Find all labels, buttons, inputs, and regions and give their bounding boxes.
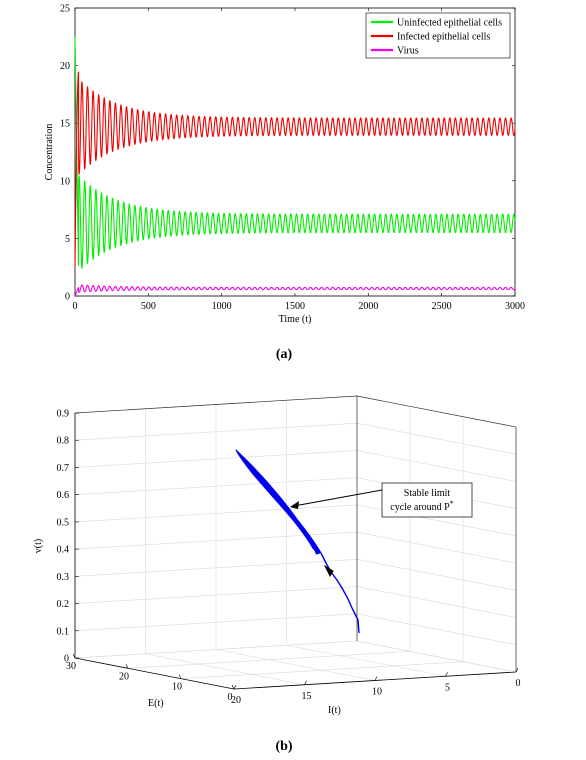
chart-b-etick xyxy=(231,684,235,690)
chart-b-ztick-label: 0.3 xyxy=(57,572,70,583)
chart-b-ztick-label: 0.7 xyxy=(57,463,70,474)
chart-b-itick-label: 5 xyxy=(445,682,450,693)
chart-a-ytick-label: 15 xyxy=(60,119,70,130)
chart-b-etick-label: 20 xyxy=(119,671,129,682)
chart-b-ztick-label: 0.6 xyxy=(57,490,70,501)
chart-b-annotation: Stable limit cycle around P* xyxy=(290,482,473,518)
chart-b-e-axis xyxy=(74,657,235,690)
annotation-box xyxy=(381,482,473,518)
chart-b-ztick-label: 0.2 xyxy=(57,599,70,610)
chart-b-trajectory xyxy=(320,552,360,634)
annotation-arrow-line xyxy=(293,489,383,507)
chart-b-gridline-z xyxy=(74,613,517,646)
annotation-line1: Stable limit xyxy=(404,488,451,499)
chart-b-elabel: E(t) xyxy=(148,698,164,709)
chart-b-gridline-z xyxy=(74,586,517,618)
chart-a-xtick-label: 3000 xyxy=(505,301,525,312)
annotation-superscript: * xyxy=(450,499,454,508)
legend-label-infected: Infected epithelial cells xyxy=(397,32,490,43)
chart-a-series-line-3 xyxy=(74,284,516,297)
legend-label-virus: Virus xyxy=(397,46,419,57)
chart-b-limit-cycle xyxy=(235,449,322,555)
chart-b-gridline-z xyxy=(74,559,517,591)
chart-a-legend: Uninfected epithelial cells Infected epi… xyxy=(365,12,511,59)
chart-b-gridline-z xyxy=(74,395,517,428)
chart-b-etick-label: 30 xyxy=(66,661,76,672)
chart-b-ztick-label: 0.4 xyxy=(57,545,70,556)
chart-a-xtick-label: 1500 xyxy=(285,301,305,312)
chart-b-itick-label: 20 xyxy=(231,695,241,706)
chart-a-series-line-1 xyxy=(74,36,516,270)
chart-b-gridline-z xyxy=(74,450,517,482)
chart-b-box-frame xyxy=(74,395,517,672)
chart-b-ztick-label: 0.8 xyxy=(57,436,70,447)
annotation-line2: cycle around P* xyxy=(390,499,453,513)
chart-b-ztick-label: 0 xyxy=(64,654,69,665)
chart-b-itick xyxy=(304,680,307,685)
chart-a-caption: (a) xyxy=(276,347,293,362)
chart-b-gridline-floor-i xyxy=(215,649,376,681)
chart-a-xtick-label: 500 xyxy=(141,301,156,312)
chart-b-gridline-floor-i xyxy=(356,640,517,673)
legend-label-uninfected: Uninfected epithelial cells xyxy=(397,18,502,29)
chart-a-xtick-label: 1000 xyxy=(212,301,232,312)
chart-a-ytick-label: 25 xyxy=(60,4,70,15)
chart-b-gridline-floor-i xyxy=(145,653,305,686)
chart-a-xtick-label: 2500 xyxy=(432,301,452,312)
chart-a-series-line-2 xyxy=(74,71,516,268)
chart-b-caption: (b) xyxy=(275,739,292,754)
chart-b-etick xyxy=(178,674,182,679)
chart-b-itick xyxy=(374,676,378,681)
chart-b-gridline-floor-i xyxy=(286,644,446,677)
chart-b-etick-label: 0 xyxy=(228,692,233,703)
chart-b-itick-label: 10 xyxy=(372,687,382,698)
chart-b-ztick-label: 0.9 xyxy=(57,409,70,420)
chart-a-xtick-label: 0 xyxy=(73,301,78,312)
chart-a-xlabel: Time (t) xyxy=(279,314,312,325)
chart-b-itick-label: 15 xyxy=(302,691,312,702)
chart-a-ylabel: Concentration xyxy=(44,124,55,181)
chart-b-gridline-z xyxy=(74,531,517,564)
chart-b-itick-label: 0 xyxy=(516,678,521,689)
chart-a-ytick-label: 20 xyxy=(60,61,70,72)
chart-b-gridline-floor-e xyxy=(180,661,464,679)
chart-a-series xyxy=(74,36,516,297)
chart-b-etick xyxy=(72,653,76,659)
chart-b-ztick-label: 0.1 xyxy=(57,626,70,637)
chart-b-zlabel: v(t) xyxy=(33,539,44,553)
trajectory-direction-arrowhead xyxy=(323,564,334,578)
chart-a-ytick-label: 5 xyxy=(65,234,70,245)
chart-b-etick-label: 10 xyxy=(172,682,182,693)
chart-a-xtick-label: 2000 xyxy=(358,301,378,312)
chart-b-gridline-floor-e xyxy=(74,640,358,659)
chart-b-ztick-label: 0.5 xyxy=(57,517,70,528)
chart-b-itick xyxy=(515,667,519,673)
chart-b-gridline-z xyxy=(74,422,517,455)
chart-b-grid xyxy=(74,395,517,690)
chart-b-ilabel: I(t) xyxy=(328,705,341,716)
chart-b-gridline-floor-e xyxy=(127,651,411,669)
chart-a-ytick-label: 0 xyxy=(65,292,70,303)
chart-a: 0 500 1000 1500 2000 2500 3000 0 5 10 15 20 25 Conce… xyxy=(44,4,525,363)
annotation-arrowhead xyxy=(290,501,299,509)
chart-b-itick xyxy=(233,684,237,690)
chart-b-itick xyxy=(445,672,448,677)
chart-b-etick xyxy=(125,664,129,669)
chart-a-ytick-label: 10 xyxy=(60,176,70,187)
chart-a-ticks: 0 500 1000 1500 2000 2500 3000 0 5 10 15 20 25 xyxy=(60,4,525,313)
